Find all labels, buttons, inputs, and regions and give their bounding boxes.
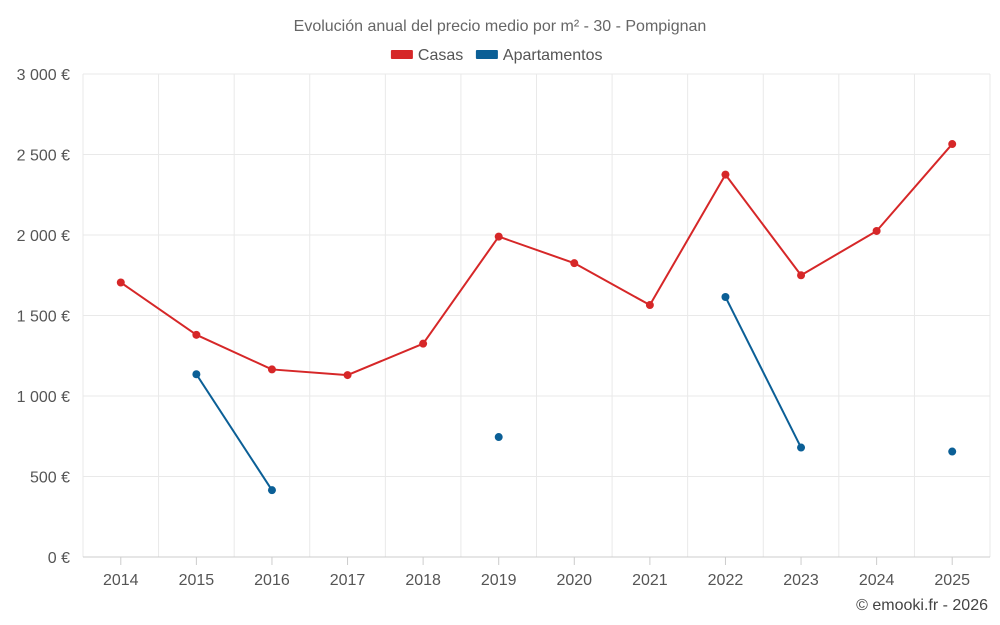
y-tick-label: 2 000 € bbox=[17, 228, 70, 245]
data-point[interactable] bbox=[267, 486, 276, 495]
legend-label: Apartamentos bbox=[503, 47, 603, 64]
series bbox=[116, 140, 957, 495]
legend-swatch bbox=[390, 50, 413, 59]
y-tick-label: 1 000 € bbox=[17, 389, 70, 406]
series-line bbox=[724, 296, 802, 448]
credit-text: © emooki.fr - 2026 bbox=[856, 597, 988, 614]
data-point[interactable] bbox=[419, 339, 428, 348]
x-tick-label: 2023 bbox=[783, 572, 819, 589]
x-tick-label: 2014 bbox=[103, 572, 139, 589]
data-point[interactable] bbox=[570, 259, 579, 268]
x-tick-label: 2016 bbox=[254, 572, 290, 589]
data-point[interactable] bbox=[721, 292, 730, 301]
chart-title: Evolución anual del precio medio por m² … bbox=[294, 18, 707, 35]
legend-item-casas[interactable]: Casas bbox=[390, 47, 463, 64]
x-tick-label: 2022 bbox=[708, 572, 744, 589]
x-tick-label: 2018 bbox=[405, 572, 441, 589]
y-tick-label: 0 € bbox=[48, 550, 70, 567]
legend-swatch bbox=[475, 50, 498, 59]
data-point[interactable] bbox=[116, 278, 125, 287]
legend-label: Casas bbox=[418, 47, 463, 64]
series-line bbox=[195, 373, 273, 491]
y-tick-label: 1 500 € bbox=[17, 309, 70, 326]
data-point[interactable] bbox=[494, 433, 503, 442]
data-point[interactable] bbox=[948, 140, 957, 149]
y-tick-label: 500 € bbox=[30, 470, 70, 487]
legend-item-apartamentos[interactable]: Apartamentos bbox=[475, 47, 603, 64]
data-point[interactable] bbox=[343, 371, 352, 380]
x-tick-label: 2019 bbox=[481, 572, 517, 589]
y-tick-label: 2 500 € bbox=[17, 148, 70, 165]
x-tick-label: 2021 bbox=[632, 572, 668, 589]
x-tick-label: 2024 bbox=[859, 572, 895, 589]
data-point[interactable] bbox=[797, 271, 806, 280]
data-point[interactable] bbox=[267, 365, 276, 374]
data-point[interactable] bbox=[192, 370, 201, 379]
data-point[interactable] bbox=[192, 330, 201, 339]
legend: Casas Apartamentos bbox=[390, 47, 603, 64]
grid bbox=[82, 73, 991, 557]
data-point[interactable] bbox=[645, 301, 654, 310]
x-tick-label: 2015 bbox=[179, 572, 215, 589]
data-point[interactable] bbox=[872, 226, 881, 235]
series-apartamentos bbox=[192, 292, 957, 495]
data-point[interactable] bbox=[721, 170, 730, 179]
series-line bbox=[120, 143, 953, 377]
y-tick-label: 3 000 € bbox=[17, 67, 70, 84]
data-point[interactable] bbox=[797, 443, 806, 452]
x-tick-label: 2020 bbox=[556, 572, 592, 589]
x-tick-label: 2025 bbox=[934, 572, 970, 589]
series-casas bbox=[116, 140, 957, 380]
axes: 0 € 500 € 1 000 € 1 500 € 2 000 € 2 500 € 3 00… bbox=[17, 67, 990, 589]
data-point[interactable] bbox=[494, 232, 503, 241]
data-point[interactable] bbox=[948, 447, 957, 456]
x-tick-label: 2017 bbox=[330, 572, 366, 589]
